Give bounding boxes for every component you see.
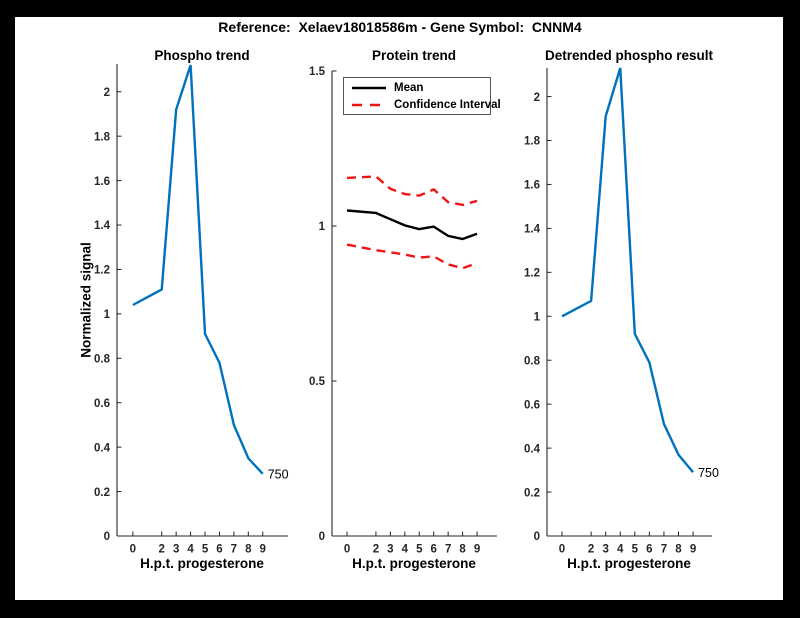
detrended-x-tick-label: 0	[559, 544, 565, 556]
detrended-end-annotation: 750	[698, 466, 719, 480]
phospho-y-tick-label: 0.8	[94, 354, 111, 366]
phospho-x-axis-label: H.p.t. progesterone	[140, 556, 264, 571]
phospho-x-tick-label: 6	[216, 544, 222, 556]
protein-x-tick-label: 5	[416, 544, 423, 556]
y-axis-label: Normalized signal	[78, 242, 94, 358]
protein-x-tick-label: 8	[459, 544, 466, 556]
phospho-x-tick-label: 3	[173, 544, 179, 556]
protein-y-tick-label: 1	[319, 221, 326, 233]
detrended-x-axis-label: H.p.t. progesterone	[567, 556, 691, 571]
legend-item-confidence-interval: Confidence Interval	[352, 97, 501, 112]
protein-x-tick-label: 7	[445, 544, 451, 556]
phospho-y-tick-label: 0.2	[94, 487, 110, 499]
detrended-x-tick-label: 7	[661, 544, 667, 556]
detrended-y-tick-label: 0.4	[524, 443, 541, 455]
detrended-x-tick-label: 9	[690, 544, 696, 556]
protein-series-2	[346, 243, 478, 270]
detrended-y-tick-label: 0.8	[524, 355, 541, 367]
detrended-y-tick-label: 1.4	[524, 224, 541, 236]
phospho-y-tick-label: 0.6	[94, 398, 110, 410]
detrended-y-tick-label: 1.8	[524, 136, 541, 148]
phospho-y-tick-label: 0	[104, 531, 110, 543]
legend-mean-label: Mean	[394, 81, 424, 94]
protein-y-tick-label: 0.5	[309, 376, 326, 388]
detrended-y-tick-label: 2	[534, 92, 540, 104]
phospho-y-tick-label: 1.6	[94, 176, 110, 188]
detrended-y-tick-label: 0.6	[524, 399, 540, 411]
phospho-y-tick-label: 1.8	[94, 131, 111, 143]
detrended-x-tick-label: 2	[588, 544, 594, 556]
protein-x-tick-label: 9	[474, 544, 480, 556]
protein-series-0	[346, 175, 478, 207]
phospho-x-tick-label: 7	[231, 544, 237, 556]
protein-y-tick-label: 0	[319, 531, 325, 543]
phospho-x-tick-label: 0	[130, 544, 136, 556]
legend: Mean Confidence Interval	[343, 77, 501, 115]
protein-x-tick-label: 6	[431, 544, 437, 556]
detrended-x-tick-label: 4	[617, 544, 624, 556]
detrended-y-tick-label: 1	[534, 311, 541, 323]
detrended-x-tick-label: 6	[646, 544, 652, 556]
phospho-trend-title: Phospho trend	[154, 48, 250, 63]
protein-x-tick-label: 4	[402, 544, 409, 556]
phospho-x-tick-label: 5	[202, 544, 209, 556]
protein-y-tick-label: 1.5	[309, 66, 326, 78]
phospho-x-tick-label: 9	[260, 544, 266, 556]
detrended-y-tick-label: 1.2	[524, 268, 540, 280]
figure-title: Reference: Xelaev18018586m - Gene Symbol…	[218, 19, 582, 35]
phospho-y-tick-label: 1.4	[94, 220, 111, 232]
detrended-x-tick-label: 8	[675, 544, 682, 556]
legend-item-mean: Mean	[352, 80, 490, 95]
detrended-series-0	[561, 67, 694, 474]
protein-x-tick-label: 0	[344, 544, 350, 556]
detrended-y-tick-label: 0.2	[524, 487, 540, 499]
mean-line-sample	[352, 86, 386, 89]
detrended-x-tick-label: 5	[632, 544, 639, 556]
phospho-x-tick-label: 8	[245, 544, 252, 556]
detrended-phospho-title: Detrended phospho result	[544, 48, 713, 63]
confidence-interval-line-sample	[352, 103, 386, 106]
phospho-y-tick-label: 2	[104, 87, 110, 99]
phospho-x-tick-label: 2	[159, 544, 165, 556]
protein-x-tick-label: 2	[373, 544, 379, 556]
protein-series-1	[346, 209, 478, 241]
legend-ci-label: Confidence Interval	[394, 98, 501, 111]
detrended-y-tick-label: 0	[534, 531, 540, 543]
phospho-y-tick-label: 1	[104, 309, 111, 321]
protein-x-axis-label: H.p.t. progesterone	[352, 556, 476, 571]
phospho-end-annotation: 750	[268, 467, 289, 481]
detrended-y-tick-label: 1.6	[524, 180, 540, 192]
phospho-y-tick-label: 0.4	[94, 442, 111, 454]
phospho-x-tick-label: 4	[187, 544, 194, 556]
protein-trend-title: Protein trend	[371, 48, 456, 63]
detrended-x-tick-label: 3	[602, 544, 608, 556]
protein-x-tick-label: 3	[387, 544, 393, 556]
phospho-y-tick-label: 1.2	[94, 265, 110, 277]
phospho-series-0	[132, 64, 264, 475]
